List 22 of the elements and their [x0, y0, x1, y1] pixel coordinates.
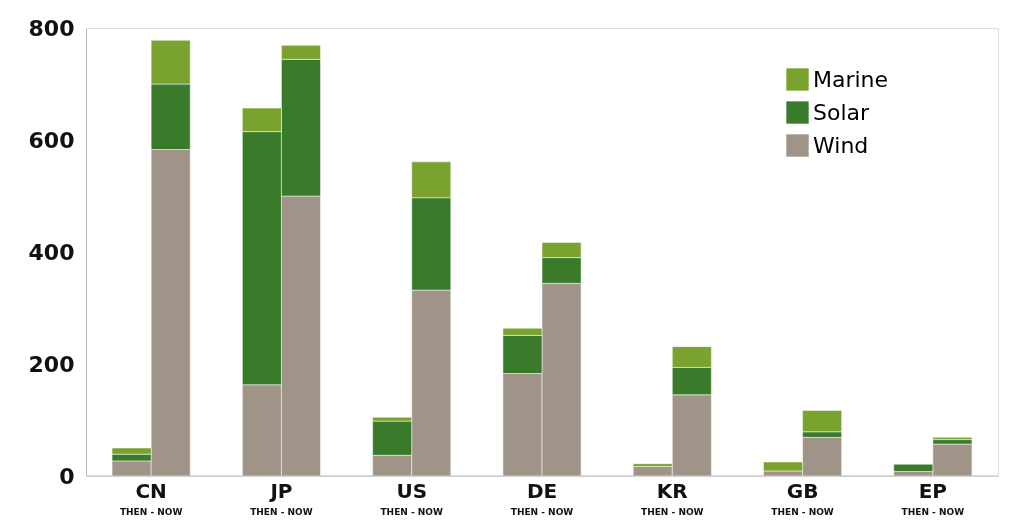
y-tick-label: 0 [59, 463, 75, 489]
text: THEN - NOW [380, 507, 444, 517]
text: THEN - NOW [119, 507, 183, 517]
legend-label: Wind [813, 132, 869, 158]
text: DE [526, 479, 558, 503]
legend-label: Solar [813, 99, 871, 125]
text: THEN - NOW [510, 507, 574, 517]
y-tick-label: 600 [28, 127, 75, 153]
y-tick-label: 800 [28, 15, 75, 41]
y-tick-label: 400 [28, 239, 75, 265]
legend-label: Marine [813, 66, 889, 92]
text: THEN - NOW [771, 507, 834, 517]
text: EP [918, 479, 948, 503]
text: THEN - NOW [641, 507, 704, 517]
text: THEN - NOW [250, 507, 313, 517]
text: THEN - NOW [901, 507, 965, 517]
text: GB [786, 479, 819, 503]
text: JP [268, 479, 293, 503]
text: KR [656, 479, 688, 503]
text: CN [135, 479, 167, 503]
text: US [396, 479, 428, 503]
y-tick-label: 200 [28, 351, 75, 377]
